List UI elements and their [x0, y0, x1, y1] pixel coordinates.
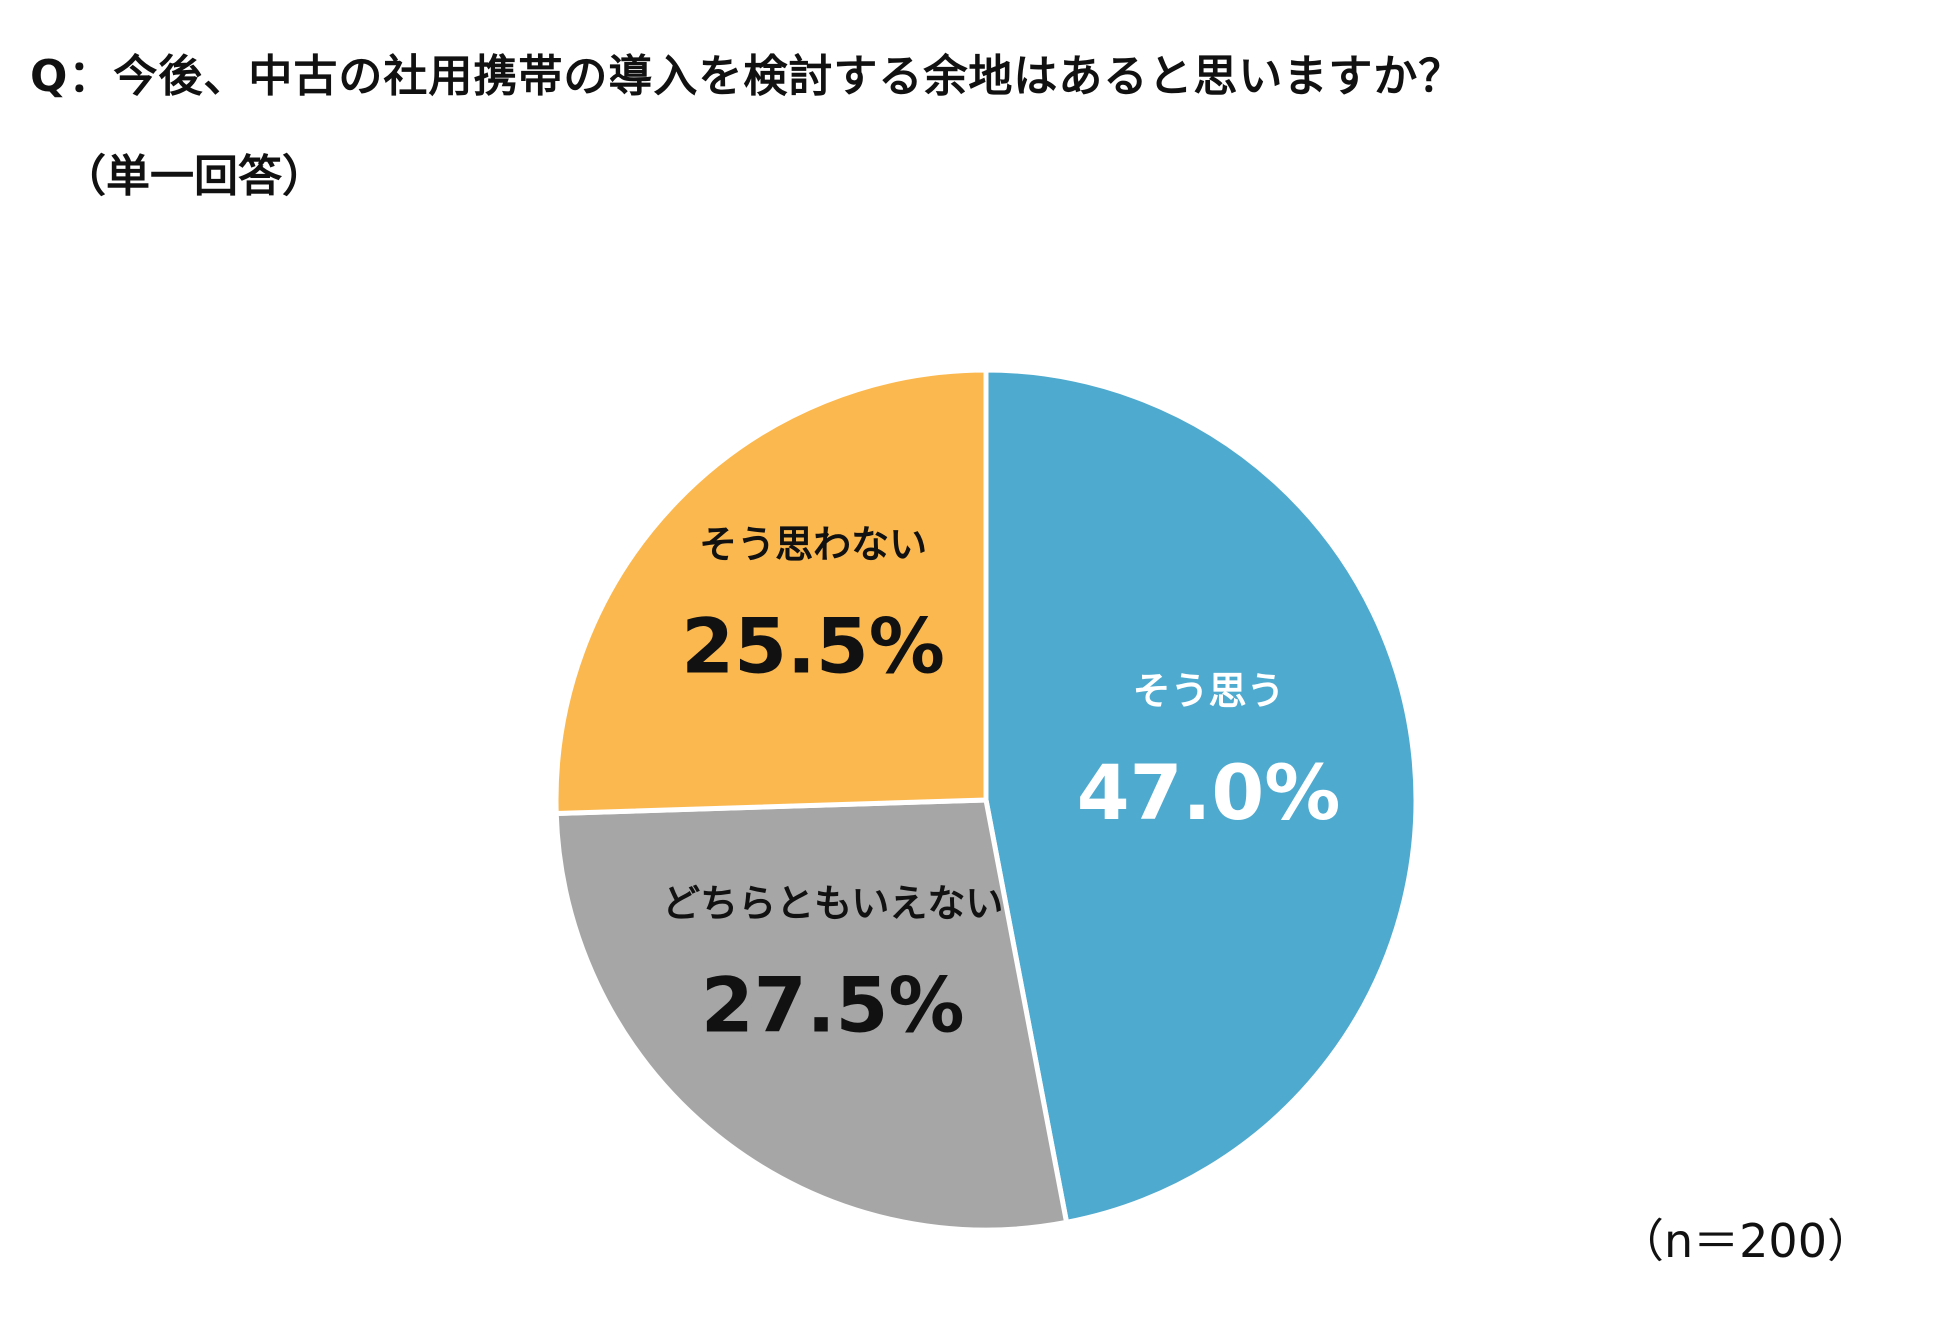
pie-slice-2: [553, 797, 1070, 1233]
pie-slices: [553, 367, 1419, 1233]
slice-label-2: どちらともいえない: [662, 881, 1003, 925]
slice-value-2: 27.5%: [701, 960, 965, 1049]
slice-label-1: そう思う: [1133, 669, 1285, 713]
pie-slice-3: [553, 367, 989, 817]
slice-value-1: 47.0%: [1077, 748, 1341, 837]
chart-subtitle: （単一回答）: [62, 151, 326, 202]
slice-value-3: 25.5%: [681, 601, 945, 690]
sample-size-note: （n＝200）: [1618, 1214, 1873, 1268]
chart-title: Q：今後、中古の社用携帯の導入を検討する余地はあると思いますか？: [30, 51, 1464, 102]
slice-label-3: そう思わない: [699, 522, 927, 566]
pie-slice-1: [983, 367, 1419, 1225]
pie-labels: そう思う 47.0% どちらともいえない 27.5% そう思わない 25.5%: [662, 522, 1340, 1049]
